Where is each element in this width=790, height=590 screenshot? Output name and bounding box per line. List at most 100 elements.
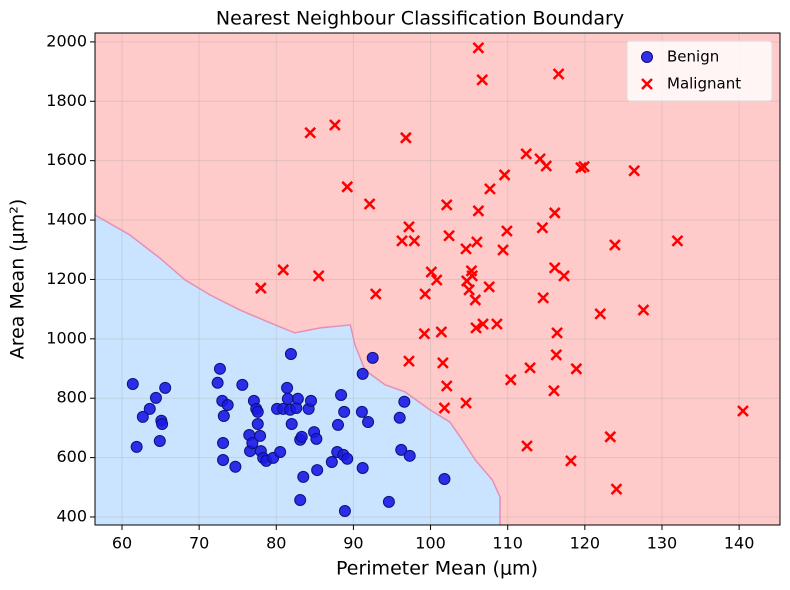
point — [671, 234, 684, 247]
y-tick-label: 1600 — [46, 150, 87, 169]
point — [491, 318, 503, 330]
point — [304, 126, 317, 139]
point — [403, 449, 416, 462]
point — [356, 461, 369, 474]
y-tick-label: 1400 — [46, 210, 87, 229]
point — [341, 180, 354, 193]
point — [281, 381, 294, 394]
point — [149, 391, 162, 404]
point — [281, 392, 294, 405]
point — [737, 405, 749, 417]
y-tick-label: 400 — [56, 506, 87, 525]
point — [143, 402, 156, 415]
point — [335, 388, 348, 401]
y-tick-label: 1800 — [46, 91, 87, 110]
point — [136, 410, 149, 423]
point — [363, 198, 376, 210]
point — [331, 418, 344, 431]
point — [425, 266, 438, 278]
y-tick-label: 1200 — [46, 269, 87, 288]
x-tick-label: 80 — [266, 534, 286, 553]
point — [217, 437, 230, 450]
point — [575, 161, 587, 174]
point — [294, 494, 307, 507]
y-tick-label: 2000 — [46, 31, 87, 50]
point — [254, 429, 267, 442]
point — [338, 505, 351, 518]
legend: Benign Malignant — [626, 40, 773, 102]
point — [251, 405, 264, 418]
point — [504, 373, 517, 386]
point — [246, 437, 259, 450]
point — [501, 225, 513, 237]
point — [437, 356, 449, 369]
point — [435, 326, 448, 338]
point — [637, 304, 650, 316]
point — [438, 402, 451, 414]
point — [472, 41, 485, 54]
point — [356, 367, 369, 380]
point — [393, 411, 406, 424]
point — [578, 160, 590, 173]
point — [548, 207, 561, 219]
x-tick-label: 60 — [112, 534, 132, 553]
point — [483, 280, 496, 293]
point — [548, 261, 561, 274]
point — [498, 169, 511, 181]
point — [251, 418, 264, 431]
point — [521, 440, 533, 452]
point — [524, 362, 536, 374]
point — [537, 291, 550, 304]
point — [477, 318, 489, 330]
point — [438, 472, 451, 485]
legend-marker — [641, 78, 653, 90]
legend-label: Malignant — [667, 75, 741, 93]
legend-label: Benign — [667, 48, 719, 66]
point — [399, 131, 412, 144]
point — [325, 456, 338, 469]
point — [609, 239, 621, 251]
point — [604, 430, 617, 443]
point — [274, 445, 287, 458]
x-tick-label: 70 — [189, 534, 209, 553]
point — [460, 242, 472, 255]
point — [551, 327, 563, 339]
point — [329, 119, 341, 131]
point — [217, 410, 230, 423]
point — [408, 234, 421, 247]
point — [355, 405, 368, 418]
point — [159, 381, 172, 394]
legend-box — [626, 40, 773, 102]
point — [419, 288, 432, 300]
point — [221, 399, 234, 412]
point — [460, 397, 472, 409]
point — [396, 234, 408, 247]
point — [440, 199, 453, 211]
point — [469, 294, 482, 306]
point — [229, 460, 242, 473]
decision-boundary — [95, 214, 501, 525]
point — [470, 321, 482, 334]
point — [341, 452, 354, 465]
point — [291, 392, 304, 405]
point — [217, 453, 230, 466]
point — [338, 405, 351, 418]
point — [476, 74, 489, 86]
point — [552, 68, 565, 80]
x-tick-label: 140 — [724, 534, 755, 553]
point — [211, 376, 224, 389]
chart-title: Nearest Neighbour Classification Boundar… — [216, 8, 624, 30]
point — [213, 362, 226, 375]
plot-area — [95, 33, 780, 525]
x-tick-label: 110 — [492, 534, 523, 553]
point — [628, 164, 641, 177]
point — [236, 378, 249, 391]
axes: 60 70 80 90 100 110 120 130 140 400 600 800 1000 1200… — [46, 31, 781, 553]
point — [369, 288, 382, 300]
point — [497, 244, 509, 256]
point — [470, 236, 483, 248]
point — [366, 351, 379, 364]
point — [297, 470, 310, 483]
y-tick-label: 600 — [56, 447, 87, 466]
